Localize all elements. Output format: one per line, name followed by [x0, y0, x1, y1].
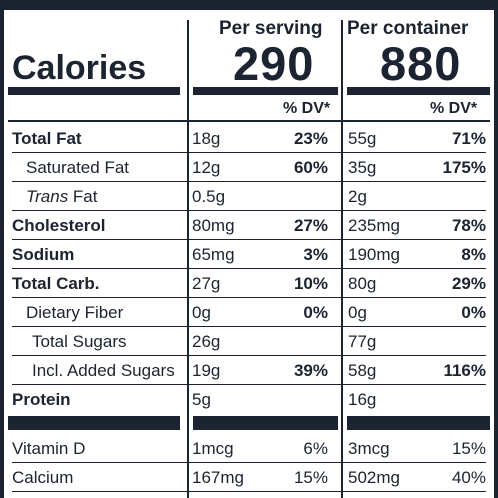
dv-per-serving: 10% [293, 274, 328, 293]
nutrient-row: Cholesterol 80mg 27% 235mg 78% [12, 211, 486, 240]
amount-per-container: 58g [348, 361, 377, 380]
vitamin-row: Vitamin D 1mcg 6% 3mcg 15% [12, 434, 486, 463]
amount-per-container: 235mg [348, 216, 400, 235]
amount-per-container: 3mcg [348, 439, 390, 458]
row-divider [12, 210, 486, 211]
nutrient-row: Total Carb. 27g 10% 80g 29% [12, 269, 486, 298]
column-divider-right [341, 20, 343, 498]
nutrient-label: Protein [12, 390, 71, 409]
column-divider-left [187, 20, 189, 498]
dv-per-container: 116% [443, 361, 486, 380]
nutrient-row: Dietary Fiber 0g 0% 0g 0% [12, 298, 486, 327]
nutrient-row: Incl. Added Sugars 19g 39% 58g 116% [12, 356, 486, 385]
calories-bar-middle [193, 87, 338, 95]
dv-per-container: 0% [461, 303, 486, 322]
calories-bar-right [347, 87, 490, 95]
row-divider [12, 491, 486, 492]
amount-per-container: 77g [348, 332, 377, 351]
calories-bar-left [8, 87, 180, 95]
dv-per-serving: 15% [293, 468, 328, 487]
dv-per-serving: 3% [303, 245, 328, 264]
dv-per-container: 78% [451, 216, 486, 235]
nutrient-label: Saturated Fat [26, 158, 130, 177]
row-divider [12, 384, 486, 385]
nutrient-label: Total Carb. [12, 274, 100, 293]
row-divider [12, 268, 486, 269]
nutrient-label-text: Fat [68, 187, 98, 206]
vitamin-bar-middle [193, 416, 338, 430]
nutrient-label: Incl. Added Sugars [32, 361, 175, 380]
vitamin-bar-left [8, 416, 180, 430]
amount-per-serving: 167mg [192, 468, 244, 487]
vitamin-label: Vitamin D [12, 439, 86, 458]
amount-per-serving: 19g [192, 361, 221, 380]
amount-per-serving: 18g [192, 129, 221, 148]
row-divider [12, 152, 486, 153]
nutrient-row: Total Sugars 26g 77g [12, 327, 486, 356]
nutrient-label: Total Fat [12, 129, 82, 148]
amount-per-serving: 80mg [192, 216, 235, 235]
amount-per-container: 55g [348, 129, 377, 148]
calories-label: Calories [12, 49, 147, 87]
amount-per-serving: 5g [192, 390, 211, 409]
calories-per-container: 880 [380, 37, 462, 90]
amount-per-serving: 65mg [192, 245, 235, 264]
dv-per-container: 71% [451, 129, 486, 148]
dv-per-serving: 60% [293, 158, 328, 177]
per-container-heading: Per container [347, 18, 469, 39]
nutrient-row: Protein 5g 16g [12, 385, 486, 414]
amount-per-serving: 27g [192, 274, 221, 293]
row-divider [12, 326, 486, 327]
amount-per-container: 35g [348, 158, 377, 177]
row-divider [12, 239, 486, 240]
dv-per-serving: 0% [303, 303, 328, 322]
calories-per-serving: 290 [233, 37, 315, 90]
dv-per-container: 8% [461, 245, 486, 264]
dv-heading-serving: % DV* [283, 100, 331, 117]
nutrient-label: Trans Fat [26, 187, 98, 207]
dv-per-serving: 39% [293, 361, 328, 380]
dv-heading-container: % DV* [430, 100, 478, 117]
nutrient-label-italic: Trans [26, 187, 69, 206]
vitamin-label: Calcium [12, 468, 74, 487]
amount-per-serving: 12g [192, 158, 221, 177]
nutrient-label: Total Sugars [32, 332, 127, 351]
dv-per-container: 175% [442, 158, 486, 177]
per-serving-heading: Per serving [219, 18, 323, 39]
amount-per-container: 190mg [348, 245, 400, 264]
nutrient-row: Total Fat 18g 23% 55g 71% [12, 124, 486, 153]
dv-per-serving: 23% [293, 129, 328, 148]
top-bar [4, 0, 494, 10]
dv-per-serving: 27% [293, 216, 328, 235]
nutrient-label: Dietary Fiber [26, 303, 124, 322]
nutrient-row: Sodium 65mg 3% 190mg 8% [12, 240, 486, 269]
nutrient-row: Saturated Fat 12g 60% 35g 175% [12, 153, 486, 182]
amount-per-container: 16g [348, 390, 377, 409]
nutrient-label: Cholesterol [12, 216, 106, 235]
vitamin-row: Calcium 167mg 15% 502mg 40% [12, 463, 486, 492]
amount-per-container: 80g [348, 274, 377, 293]
amount-per-container: 502mg [348, 468, 400, 487]
amount-per-serving: 0g [192, 303, 211, 322]
row-divider [12, 355, 486, 356]
row-divider [12, 181, 486, 182]
vitamin-bar-right [347, 416, 490, 430]
dv-per-container: 15% [451, 439, 486, 458]
dv-rule [8, 120, 490, 122]
amount-per-container: 0g [348, 303, 367, 322]
nutrient-row: Trans Fat 0.5g 2g [12, 182, 486, 211]
amount-per-serving: 1mcg [192, 439, 234, 458]
dv-per-container: 29% [451, 274, 486, 293]
nutrient-label: Sodium [12, 245, 75, 264]
amount-per-serving: 26g [192, 332, 221, 351]
row-divider [12, 462, 486, 463]
amount-per-container: 2g [348, 187, 367, 206]
amount-per-serving: 0.5g [192, 187, 226, 206]
dv-per-container: 40% [451, 468, 486, 487]
dv-per-serving: 6% [303, 439, 328, 458]
row-divider [12, 297, 486, 298]
